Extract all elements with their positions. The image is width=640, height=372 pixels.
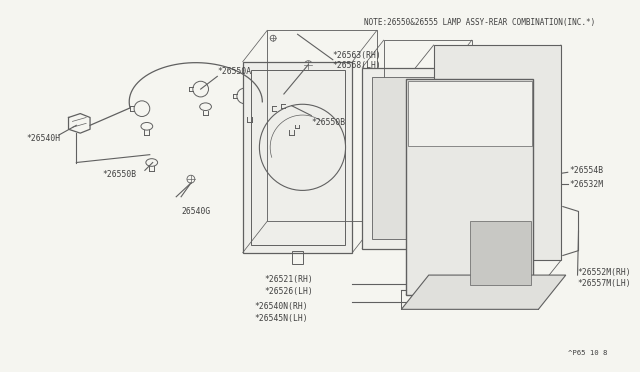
Text: *26554B: *26554B bbox=[570, 166, 604, 175]
Text: *26540N(RH): *26540N(RH) bbox=[255, 302, 308, 311]
Text: *26545N(LH): *26545N(LH) bbox=[255, 314, 308, 323]
Bar bbox=[268, 31, 377, 221]
Bar bbox=[292, 251, 303, 264]
Text: *26540B: *26540B bbox=[428, 122, 462, 131]
Text: *26540H: *26540H bbox=[26, 134, 61, 142]
Text: *26552M(RH): *26552M(RH) bbox=[577, 267, 631, 277]
Text: *26568(LH): *26568(LH) bbox=[333, 61, 381, 70]
Bar bbox=[470, 221, 531, 285]
Bar bbox=[434, 45, 561, 260]
Text: *26550B: *26550B bbox=[311, 118, 346, 128]
Text: *26557M(LH): *26557M(LH) bbox=[577, 279, 631, 288]
Text: 26540G: 26540G bbox=[181, 206, 211, 215]
Text: *26563(RH): *26563(RH) bbox=[333, 51, 381, 60]
Bar bbox=[243, 62, 353, 253]
Bar bbox=[362, 68, 451, 248]
Polygon shape bbox=[401, 275, 566, 310]
Bar bbox=[406, 79, 534, 295]
Text: *26532M: *26532M bbox=[570, 180, 604, 189]
Bar bbox=[251, 70, 344, 245]
Text: *26521(RH): *26521(RH) bbox=[264, 276, 313, 285]
Text: *26550B: *26550B bbox=[103, 170, 137, 179]
Text: *26550A: *26550A bbox=[218, 67, 252, 76]
Text: *26526(LH): *26526(LH) bbox=[264, 287, 313, 296]
Text: ^P65 10 8: ^P65 10 8 bbox=[568, 350, 607, 356]
Text: NOTE:26550&26555 LAMP ASSY-REAR COMBINATION(INC.*): NOTE:26550&26555 LAMP ASSY-REAR COMBINAT… bbox=[364, 17, 595, 27]
Text: *26553(RH): *26553(RH) bbox=[431, 149, 479, 158]
Bar bbox=[384, 40, 472, 221]
Text: *26558(LH): *26558(LH) bbox=[431, 161, 479, 170]
Bar bbox=[408, 81, 532, 146]
Bar bbox=[372, 77, 440, 239]
